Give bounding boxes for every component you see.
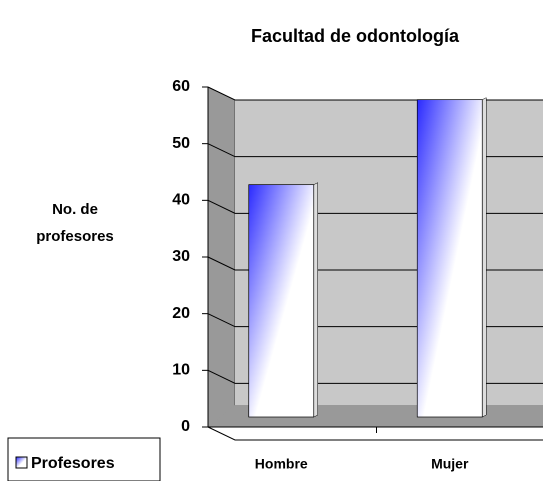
y-tick-label: 60 <box>172 78 190 95</box>
grid-line <box>207 426 543 441</box>
bar-side <box>313 182 318 418</box>
bar <box>248 184 315 418</box>
grid-line <box>207 86 543 101</box>
legend-swatch <box>15 456 28 469</box>
y-tick-label: 40 <box>172 192 190 209</box>
y-tick-label: 30 <box>172 248 190 265</box>
y-axis-label: No. de <box>52 201 98 218</box>
y-tick-label: 0 <box>181 418 190 435</box>
bar-side <box>482 97 487 418</box>
chart-title: Facultad de odontología <box>251 26 460 46</box>
x-tick-label: Mujer <box>431 456 469 472</box>
bar <box>416 99 483 418</box>
x-tick-label: Hombre <box>255 456 308 472</box>
y-tick-label: 10 <box>172 362 190 379</box>
y-axis-label: profesores <box>36 228 114 245</box>
y-tick-label: 20 <box>172 305 190 322</box>
y-tick-label: 50 <box>172 135 190 152</box>
legend-label: Profesores <box>31 455 115 472</box>
